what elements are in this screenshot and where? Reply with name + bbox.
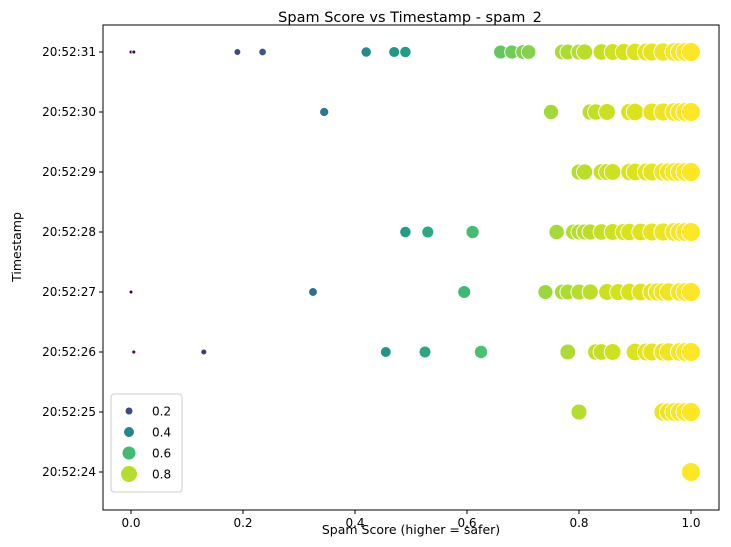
x-tick-label: 0.2 [233,516,252,530]
y-tick-label: 20:52:27 [42,285,96,299]
data-point [576,43,594,61]
data-point [598,103,616,121]
data-point [681,42,701,62]
x-tick-label: 0.8 [569,516,588,530]
y-tick-label: 20:52:26 [42,345,96,359]
data-point [681,222,701,242]
x-tick-label: 0.4 [345,516,364,530]
data-point [603,343,622,361]
data-point [570,403,588,421]
legend: 0.2 0.4 0.6 0.8 [110,393,183,493]
data-point [559,343,577,361]
y-tick-label: 20:52:30 [42,105,96,119]
legend-label: 0.2 [152,405,171,419]
data-point [625,102,645,122]
y-tick-label: 20:52:25 [42,405,96,419]
data-point [548,223,565,241]
data-point [681,402,701,422]
data-point [681,462,701,482]
data-point [537,284,554,300]
data-point [457,285,472,299]
x-tick-label: 1.0 [681,516,700,530]
plot-area [102,24,720,511]
data-point [379,346,392,358]
x-tick-label: 0.0 [121,516,140,530]
legend-label: 0.6 [152,447,171,461]
data-point [233,48,242,56]
legend-box [110,393,183,493]
data-point [128,289,134,295]
chart-title: Spam Score vs Timestamp - spam_2 [278,10,542,26]
data-point [421,225,435,239]
data-point [681,102,701,122]
data-point [200,348,208,356]
data-point [360,46,372,58]
data-point [308,287,318,297]
data-point [399,225,412,239]
legend-marker [121,466,137,482]
y-tick-label: 20:52:29 [42,165,96,179]
data-point [681,282,701,302]
data-point [681,342,701,362]
legend-marker [125,407,133,415]
data-point [542,103,560,121]
data-point [399,45,412,59]
y-tick-label: 20:52:28 [42,225,96,239]
legend-label: 0.4 [152,426,171,440]
legend-label: 0.8 [152,468,171,482]
data-point [131,349,137,355]
x-axis-ticks: 0.0 0.2 0.4 0.6 0.8 1.0 [121,510,701,530]
data-point [418,345,432,359]
data-point [131,49,137,55]
legend-marker [124,427,134,437]
data-point [581,283,599,301]
data-point [520,44,537,60]
y-tick-label: 20:52:24 [42,465,96,479]
data-point [319,106,330,118]
legend-marker [122,446,136,460]
data-point [576,163,594,181]
data-points [128,42,701,482]
data-point [681,162,701,182]
y-tick-label: 20:52:31 [42,45,96,59]
data-point [603,163,622,181]
x-axis-label: Spam Score (higher = safer) [322,522,500,537]
x-tick-label: 0.6 [457,516,476,530]
data-point [465,224,480,240]
data-point [473,344,489,360]
data-point [258,47,267,57]
y-axis-label: Timestamp [9,212,24,283]
y-axis-ticks: 20:52:24 20:52:25 20:52:26 20:52:27 20:52:28… [42,45,103,479]
data-point [388,46,401,58]
